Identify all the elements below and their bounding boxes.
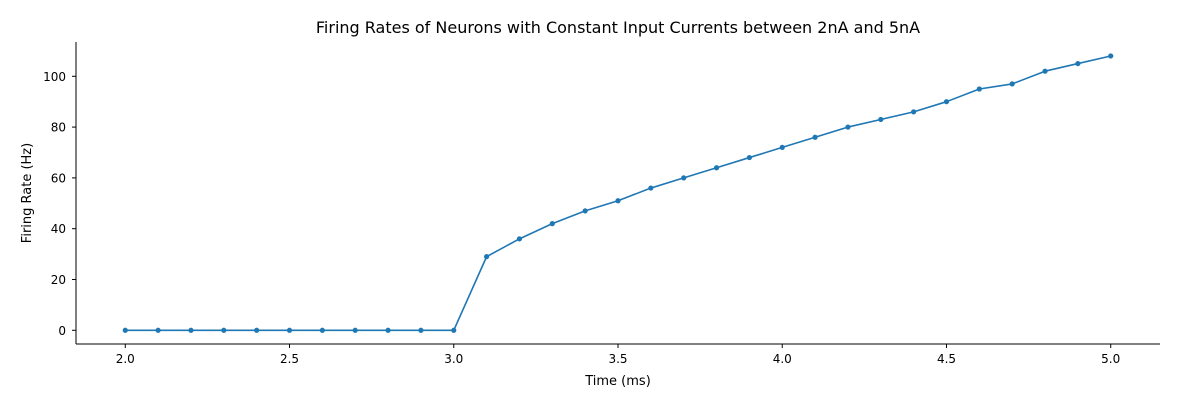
- y-tick-label: 100: [43, 70, 66, 84]
- series-line: [125, 55, 1111, 332]
- data-point: [418, 327, 424, 333]
- data-point: [122, 327, 128, 333]
- data-point: [812, 134, 818, 140]
- y-tick-label: 80: [51, 121, 66, 135]
- data-point: [352, 327, 358, 333]
- data-point: [943, 99, 950, 105]
- data-point: [746, 154, 752, 161]
- data-point: [549, 221, 555, 227]
- y-axis-label: Firing Rate (Hz): [20, 143, 35, 243]
- data-point: [779, 144, 785, 151]
- data-point: [615, 198, 621, 204]
- x-tick-label: 3.5: [608, 352, 627, 366]
- x-axis-label: Time (ms): [584, 374, 651, 389]
- x-tick-label: 2.0: [116, 352, 135, 366]
- axes: [75, 42, 1160, 345]
- data-point: [286, 327, 293, 333]
- y-tick-label: 60: [51, 171, 66, 185]
- y-ticks: 0 20 40 60 80 100: [43, 70, 76, 338]
- data-point: [319, 327, 325, 333]
- data-point: [484, 254, 490, 260]
- series-layer: [122, 53, 1114, 333]
- x-tick-label: 4.5: [937, 352, 956, 366]
- y-tick-label: 40: [51, 222, 66, 236]
- data-point: [648, 185, 654, 191]
- data-point: [516, 236, 523, 242]
- x-tick-label: 2.5: [280, 352, 299, 366]
- x-ticks: 2.0 2.5 3.0 3.5 4.0 4.5 5.0: [116, 344, 1120, 366]
- chart-title: Firing Rates of Neurons with Constant In…: [316, 18, 920, 37]
- data-point: [254, 327, 260, 333]
- data-point: [911, 109, 917, 115]
- data-point: [845, 124, 851, 130]
- data-point: [385, 327, 391, 333]
- data-point: [878, 116, 884, 123]
- data-point: [451, 327, 457, 333]
- data-point: [221, 327, 227, 333]
- data-point: [681, 175, 687, 181]
- data-point: [1075, 60, 1081, 67]
- data-point: [1042, 68, 1048, 74]
- y-tick-label: 0: [58, 324, 66, 338]
- y-tick-label: 20: [51, 273, 66, 287]
- data-point: [155, 327, 161, 333]
- data-point: [582, 208, 588, 214]
- x-tick-label: 3.0: [444, 352, 463, 366]
- x-tick-label: 5.0: [1101, 352, 1120, 366]
- data-point: [188, 327, 194, 333]
- data-point: [1108, 53, 1114, 59]
- data-point: [976, 86, 982, 92]
- data-point: [1009, 81, 1015, 87]
- x-tick-label: 4.0: [773, 352, 792, 366]
- data-point: [713, 165, 720, 171]
